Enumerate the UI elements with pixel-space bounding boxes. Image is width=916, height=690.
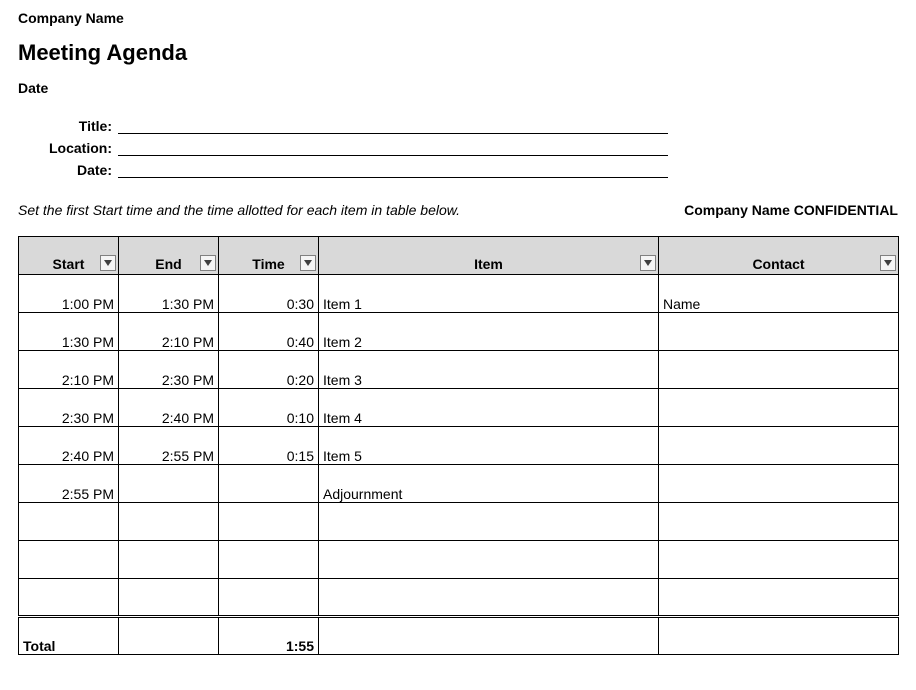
- date-field-label: Date:: [18, 162, 118, 178]
- chevron-down-icon: [644, 260, 652, 266]
- cell-contact[interactable]: [659, 427, 899, 465]
- col-header-time: Time: [219, 237, 319, 275]
- cell-time[interactable]: [219, 579, 319, 617]
- filter-button-time[interactable]: [300, 255, 316, 271]
- cell-time[interactable]: 0:15: [219, 427, 319, 465]
- cell-start[interactable]: 2:40 PM: [19, 427, 119, 465]
- cell-time[interactable]: [219, 503, 319, 541]
- col-header-contact-label: Contact: [752, 256, 804, 272]
- total-item-cell: [319, 617, 659, 655]
- cell-time[interactable]: [219, 541, 319, 579]
- filter-button-start[interactable]: [100, 255, 116, 271]
- cell-contact[interactable]: [659, 579, 899, 617]
- cell-time[interactable]: [219, 465, 319, 503]
- cell-item[interactable]: Adjournment: [319, 465, 659, 503]
- col-header-start-label: Start: [53, 256, 85, 272]
- field-row-title: Title:: [18, 114, 898, 134]
- cell-end[interactable]: 2:40 PM: [119, 389, 219, 427]
- cell-time[interactable]: 0:40: [219, 313, 319, 351]
- field-row-date: Date:: [18, 158, 898, 178]
- total-end-cell: [119, 617, 219, 655]
- cell-start[interactable]: 1:00 PM: [19, 275, 119, 313]
- cell-item[interactable]: Item 3: [319, 351, 659, 389]
- date-heading: Date: [18, 80, 898, 96]
- cell-contact[interactable]: [659, 389, 899, 427]
- cell-start[interactable]: 2:10 PM: [19, 351, 119, 389]
- cell-end[interactable]: 1:30 PM: [119, 275, 219, 313]
- filter-button-contact[interactable]: [880, 255, 896, 271]
- cell-start[interactable]: [19, 503, 119, 541]
- date-input-line[interactable]: [118, 158, 668, 178]
- table-row: 2:10 PM2:30 PM0:20Item 3: [19, 351, 899, 389]
- cell-contact[interactable]: [659, 503, 899, 541]
- table-row: 2:30 PM2:40 PM0:10Item 4: [19, 389, 899, 427]
- cell-time[interactable]: 0:20: [219, 351, 319, 389]
- cell-contact[interactable]: [659, 465, 899, 503]
- title-input-line[interactable]: [118, 114, 668, 134]
- cell-end[interactable]: [119, 579, 219, 617]
- cell-contact[interactable]: Name: [659, 275, 899, 313]
- total-time-cell: 1:55: [219, 617, 319, 655]
- cell-item[interactable]: [319, 541, 659, 579]
- col-header-end-label: End: [155, 256, 181, 272]
- table-header-row: Start End Time Item: [19, 237, 899, 275]
- total-label-cell: Total: [19, 617, 119, 655]
- cell-contact[interactable]: [659, 351, 899, 389]
- table-row: 1:30 PM2:10 PM0:40Item 2: [19, 313, 899, 351]
- filter-button-end[interactable]: [200, 255, 216, 271]
- total-contact-cell: [659, 617, 899, 655]
- company-name: Company Name: [18, 10, 898, 26]
- table-row: [19, 541, 899, 579]
- cell-end[interactable]: [119, 541, 219, 579]
- instruction-text: Set the first Start time and the time al…: [18, 202, 460, 218]
- cell-end[interactable]: 2:30 PM: [119, 351, 219, 389]
- total-row: Total 1:55: [19, 617, 899, 655]
- table-row: [19, 503, 899, 541]
- agenda-table: Start End Time Item: [18, 236, 899, 655]
- cell-end[interactable]: 2:55 PM: [119, 427, 219, 465]
- col-header-start: Start: [19, 237, 119, 275]
- table-row: [19, 579, 899, 617]
- table-row: 2:40 PM2:55 PM0:15Item 5: [19, 427, 899, 465]
- page-title: Meeting Agenda: [18, 40, 898, 66]
- cell-start[interactable]: 2:55 PM: [19, 465, 119, 503]
- cell-contact[interactable]: [659, 541, 899, 579]
- cell-end[interactable]: 2:10 PM: [119, 313, 219, 351]
- col-header-item-label: Item: [474, 256, 503, 272]
- field-row-location: Location:: [18, 136, 898, 156]
- cell-item[interactable]: Item 4: [319, 389, 659, 427]
- chevron-down-icon: [884, 260, 892, 266]
- cell-item[interactable]: Item 5: [319, 427, 659, 465]
- table-row: 1:00 PM1:30 PM0:30Item 1Name: [19, 275, 899, 313]
- col-header-time-label: Time: [252, 256, 284, 272]
- chevron-down-icon: [204, 260, 212, 266]
- cell-item[interactable]: Item 2: [319, 313, 659, 351]
- chevron-down-icon: [304, 260, 312, 266]
- cell-time[interactable]: 0:10: [219, 389, 319, 427]
- cell-start[interactable]: 1:30 PM: [19, 313, 119, 351]
- cell-start[interactable]: [19, 579, 119, 617]
- col-header-end: End: [119, 237, 219, 275]
- cell-start[interactable]: [19, 541, 119, 579]
- table-row: 2:55 PM Adjournment: [19, 465, 899, 503]
- cell-item[interactable]: [319, 503, 659, 541]
- cell-end[interactable]: [119, 465, 219, 503]
- cell-item[interactable]: Item 1: [319, 275, 659, 313]
- col-header-item: Item: [319, 237, 659, 275]
- confidential-label: Company Name CONFIDENTIAL: [684, 202, 898, 218]
- col-header-contact: Contact: [659, 237, 899, 275]
- filter-button-item[interactable]: [640, 255, 656, 271]
- chevron-down-icon: [104, 260, 112, 266]
- cell-contact[interactable]: [659, 313, 899, 351]
- title-label: Title:: [18, 118, 118, 134]
- location-input-line[interactable]: [118, 136, 668, 156]
- cell-start[interactable]: 2:30 PM: [19, 389, 119, 427]
- cell-time[interactable]: 0:30: [219, 275, 319, 313]
- cell-end[interactable]: [119, 503, 219, 541]
- location-label: Location:: [18, 140, 118, 156]
- cell-item[interactable]: [319, 579, 659, 617]
